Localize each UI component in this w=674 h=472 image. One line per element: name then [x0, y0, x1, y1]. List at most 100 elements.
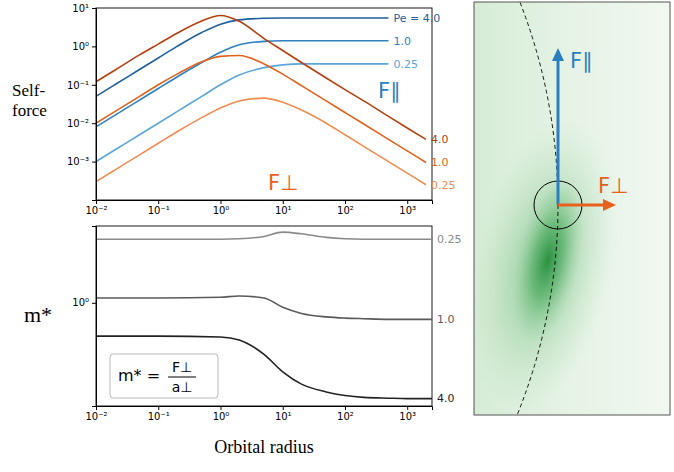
tick-mark: [92, 162, 96, 163]
tick: 10²: [337, 200, 354, 216]
y-axis-title-line: Self-: [12, 81, 45, 100]
tick: 10¹: [72, 3, 96, 14]
series-label: Pe = 4.0: [393, 12, 440, 25]
tick-label: 10⁻¹: [148, 411, 170, 422]
tick: 10⁰: [213, 406, 230, 422]
tick-label: 10¹: [72, 3, 89, 14]
tick-mark: [92, 46, 96, 47]
series-line: [96, 18, 388, 96]
series-line: [96, 98, 426, 185]
x-axis-title: Orbital radius: [214, 437, 313, 457]
diagram-content: [474, 2, 644, 415]
tick: 10⁰: [72, 41, 96, 52]
tick: 10³: [399, 200, 416, 216]
tick-label: 10²: [337, 411, 354, 422]
tick: 10¹: [275, 406, 292, 422]
tick: 10⁻²: [85, 406, 107, 422]
tick-label: 10⁰: [213, 205, 230, 216]
series-line: [96, 15, 426, 139]
tick: 10¹: [275, 200, 292, 216]
tick-label: 10⁻¹: [148, 205, 170, 216]
tick-mark: [345, 200, 346, 204]
y-axis: 10⁻³ 10⁻² 10⁻¹ 10⁰ 10¹: [67, 3, 97, 201]
annotation-box: [110, 354, 218, 398]
tick-mark: [407, 200, 408, 204]
tick-mark: [407, 406, 408, 410]
arrow-head: [603, 199, 616, 211]
arrow-label: F⊥: [598, 174, 628, 198]
lines: [96, 15, 426, 184]
axis-line: [97, 201, 433, 205]
tick-mark: [92, 8, 96, 9]
annotation: F⊥: [268, 171, 298, 195]
tick-label: 10⁻²: [85, 411, 107, 422]
tick-label: 10¹: [275, 205, 292, 216]
series-label: 0.25: [393, 58, 418, 71]
tick: 10⁻¹: [67, 80, 96, 91]
tick: 10⁻³: [67, 156, 96, 167]
tick-label: 10⁻¹: [67, 80, 89, 91]
tick: 10³: [399, 406, 416, 422]
tick-label: 10¹: [275, 411, 292, 422]
annotation-numerator: F⊥: [172, 359, 192, 375]
tick-mark: [220, 406, 221, 410]
series-label: 1.0: [393, 35, 411, 48]
orbit: [474, 2, 558, 415]
plot-frame: [96, 226, 432, 406]
arrow-shaft: [558, 204, 606, 207]
panel: Pe = 4.01.00.254.01.00.2510⁻²10⁻¹10⁰10¹1…: [12, 3, 455, 216]
series-line: [96, 41, 388, 127]
tick: 10⁰: [72, 297, 96, 308]
annotation-denominator: a⊥: [172, 379, 193, 395]
series-label: 0.25: [437, 233, 462, 246]
tick-mark: [158, 406, 159, 410]
tick-mark: [345, 406, 346, 410]
series-label: 0.25: [431, 179, 456, 192]
tick-label: 10⁻²: [85, 205, 107, 216]
series-line: [96, 296, 432, 319]
arrow-label: F∥: [570, 49, 593, 73]
axis-line: [97, 407, 433, 411]
annotation: F∥: [378, 79, 401, 103]
tick-label: 10³: [399, 411, 416, 422]
tick-mark: [92, 303, 96, 304]
tick-mark: [158, 200, 159, 204]
x-axis: 10⁻² 10⁻¹ 10⁰ 10¹ 10² 10³: [85, 200, 432, 216]
series-label: 1.0: [437, 313, 455, 326]
tick-mark: [283, 200, 284, 204]
x-axis: 10⁻² 10⁻¹ 10⁰ 10¹ 10² 10³: [85, 406, 432, 422]
tick-mark: [92, 123, 96, 124]
tick-mark: [92, 85, 96, 86]
plot-frame: [96, 8, 432, 200]
y-axis-title: Self-force: [12, 81, 47, 120]
axis-line: [92, 227, 97, 407]
annotation: m* =: [118, 366, 160, 385]
tick: 10⁻¹: [148, 406, 170, 422]
series-line: [96, 232, 432, 239]
tick: 10²: [337, 406, 354, 422]
y-axis-title: m*: [24, 302, 52, 327]
tick: 10⁻²: [67, 118, 96, 129]
series-line: [96, 336, 432, 399]
tick-label: 10⁰: [72, 297, 89, 308]
diagram: F∥ F⊥: [0, 0, 670, 472]
series-line: [96, 55, 426, 162]
tick: 10⁻¹: [148, 200, 170, 216]
arrow-head: [552, 48, 564, 61]
tick-label: 10⁻²: [67, 118, 89, 129]
lines: [96, 232, 432, 398]
series-label: 4.0: [437, 392, 455, 405]
y-axis-title-line: force: [12, 101, 47, 120]
fraction-bar: [168, 377, 196, 378]
tick-label: 10²: [337, 205, 354, 216]
panel: 0.25 1.0 4.0 10⁻² 10⁻¹ 10⁰ 10¹ 10² 10³ 10⁰ m* Orbit…: [24, 226, 462, 457]
y-axis: 10⁰: [72, 227, 96, 407]
diagram-border: [474, 2, 670, 415]
tick-mark: [220, 200, 221, 204]
series-label: 4.0: [431, 133, 449, 146]
arrow-shaft: [557, 58, 560, 205]
tick-label: 10⁰: [213, 411, 230, 422]
figure: Pe = 4.01.00.254.01.00.2510⁻²10⁻¹10⁰10¹1…: [0, 0, 674, 472]
density-blob: [499, 170, 597, 350]
series-label: 1.0: [431, 156, 449, 169]
